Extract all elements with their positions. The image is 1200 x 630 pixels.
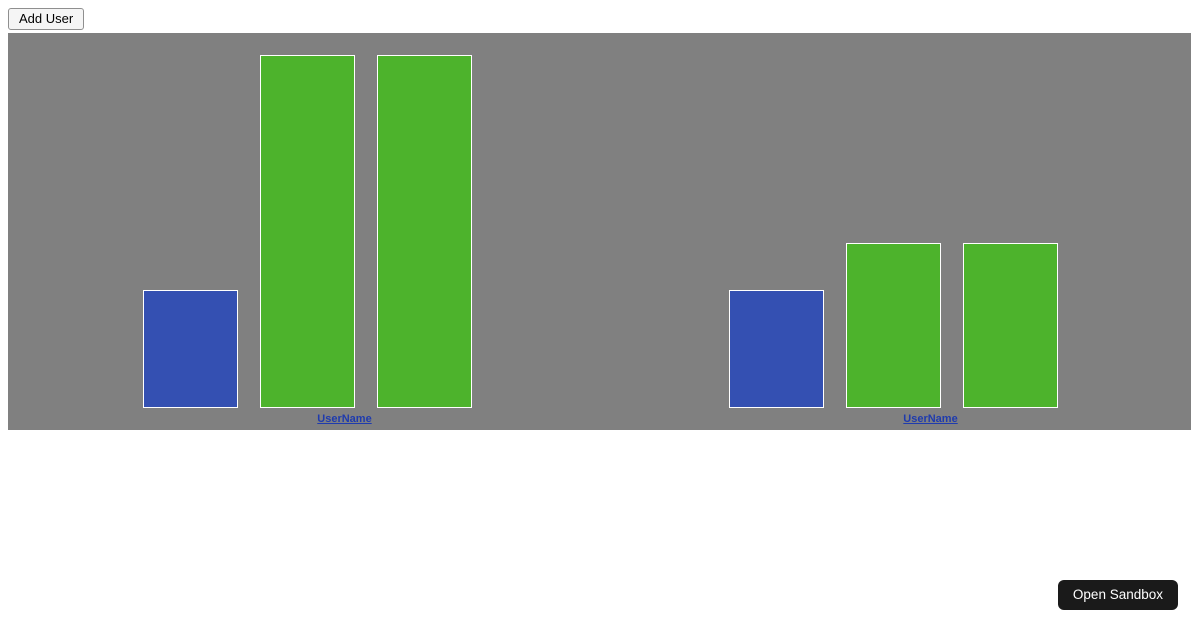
user-group: UserName: [729, 33, 1132, 430]
bar-green: [846, 243, 941, 408]
bar-blue: [143, 290, 238, 408]
bar-green: [963, 243, 1058, 408]
username-row: UserName: [143, 409, 546, 427]
bar-chart-canvas: UserName UserName: [8, 33, 1191, 430]
bar-green: [377, 55, 472, 408]
bar-green: [260, 55, 355, 408]
username-link[interactable]: UserName: [903, 413, 958, 425]
bar-group: [729, 243, 1058, 408]
bar-blue: [729, 290, 824, 408]
bar-group: [143, 55, 472, 408]
username-link[interactable]: UserName: [317, 413, 372, 425]
open-sandbox-button[interactable]: Open Sandbox: [1057, 580, 1178, 610]
user-group: UserName: [143, 33, 546, 430]
username-row: UserName: [729, 409, 1132, 427]
add-user-button[interactable]: Add User: [8, 8, 85, 30]
